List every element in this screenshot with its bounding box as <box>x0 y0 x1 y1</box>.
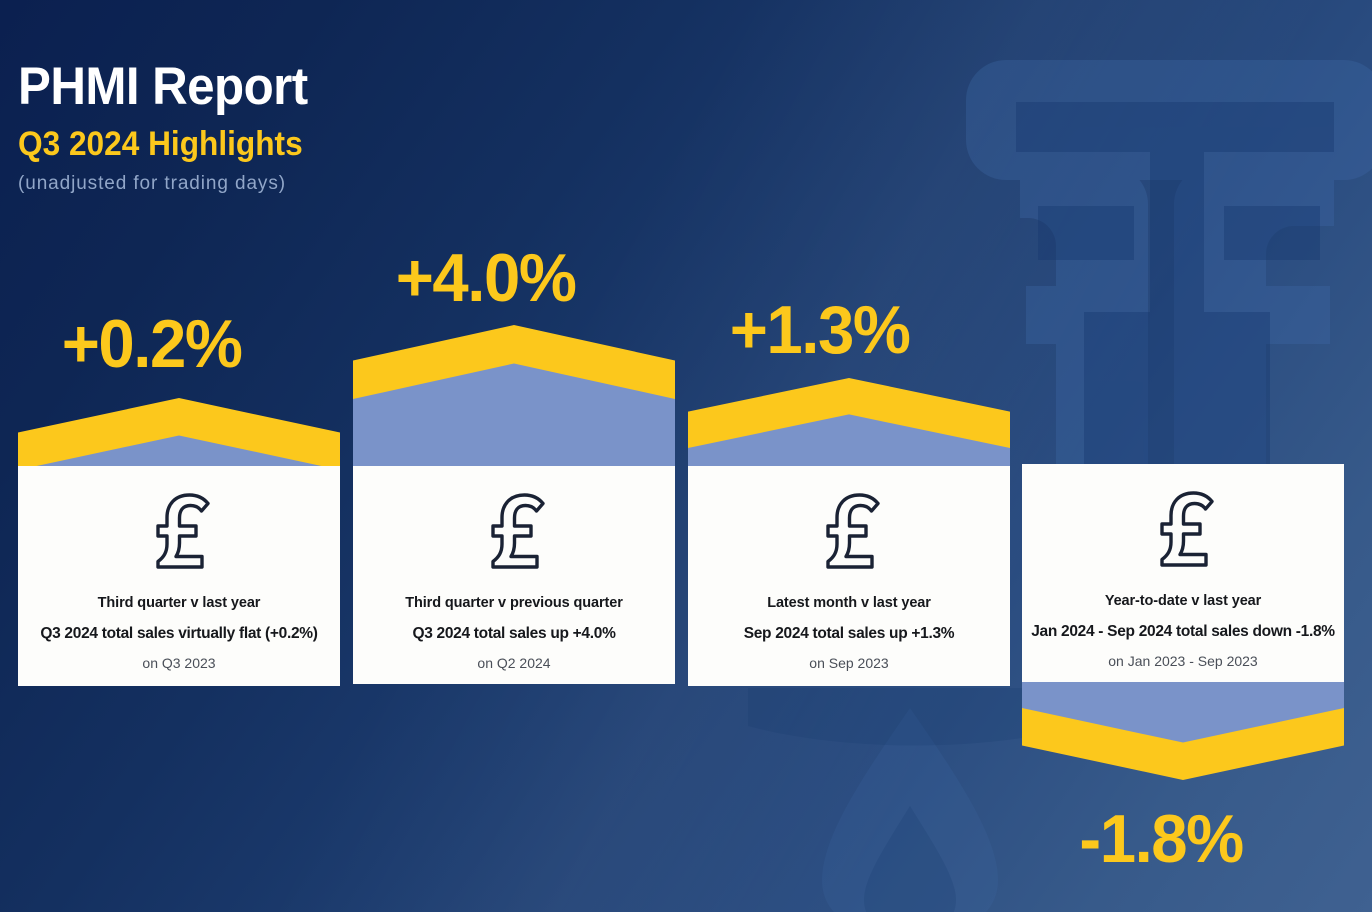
stat-card-text-1: Third quarter v last year Q3 2024 total … <box>18 574 340 671</box>
card-statement-4: Jan 2024 - Sep 2024 total sales down -1.… <box>1031 622 1335 640</box>
value-label-2: +4.0% <box>395 240 577 316</box>
card-comparison-2: on Q2 2024 <box>477 654 551 671</box>
stat-card-4: Year-to-date v last year Jan 2024 - Sep … <box>1022 464 1344 682</box>
card-comparison-1: on Q3 2023 <box>142 654 216 671</box>
pound-sterling-icon <box>491 493 545 569</box>
card-statement-1: Q3 2024 total sales virtually flat (+0.2… <box>40 624 318 642</box>
stat-card-3: Latest month v last year Sep 2024 total … <box>688 466 1010 686</box>
stat-card-text-4: Year-to-date v last year Jan 2024 - Sep … <box>1022 572 1344 669</box>
card-heading-3: Latest month v last year <box>767 595 931 611</box>
card-statement-2: Q3 2024 total sales up +4.0% <box>412 624 616 642</box>
pound-sterling-icon <box>826 493 880 569</box>
stat-card-1: Third quarter v last year Q3 2024 total … <box>18 466 340 686</box>
stat-card-text-3: Latest month v last year Sep 2024 total … <box>688 574 1010 671</box>
card-comparison-3: on Sep 2023 <box>809 654 889 671</box>
page-note: (unadjusted for trading days) <box>18 173 286 194</box>
stat-card-text-2: Third quarter v previous quarter Q3 2024… <box>353 574 675 671</box>
value-label-4: -1.8% <box>1079 801 1244 877</box>
card-heading-1: Third quarter v last year <box>97 595 261 611</box>
value-label-3: +1.3% <box>729 292 911 368</box>
pound-sterling-icon <box>1160 491 1214 567</box>
card-heading-4: Year-to-date v last year <box>1104 593 1262 609</box>
stat-card-2: Third quarter v previous quarter Q3 2024… <box>353 466 675 684</box>
header: PHMI Report Q3 2024 Highlights (unadjust… <box>18 60 329 193</box>
card-comparison-4: on Jan 2023 - Sep 2023 <box>1108 652 1258 669</box>
page-subtitle: Q3 2024 Highlights <box>18 125 303 163</box>
page-title: PHMI Report <box>18 57 308 116</box>
card-heading-2: Third quarter v previous quarter <box>405 595 623 611</box>
pound-sterling-icon <box>156 493 210 569</box>
value-label-1: +0.2% <box>61 306 243 382</box>
card-statement-3: Sep 2024 total sales up +1.3% <box>743 624 955 642</box>
